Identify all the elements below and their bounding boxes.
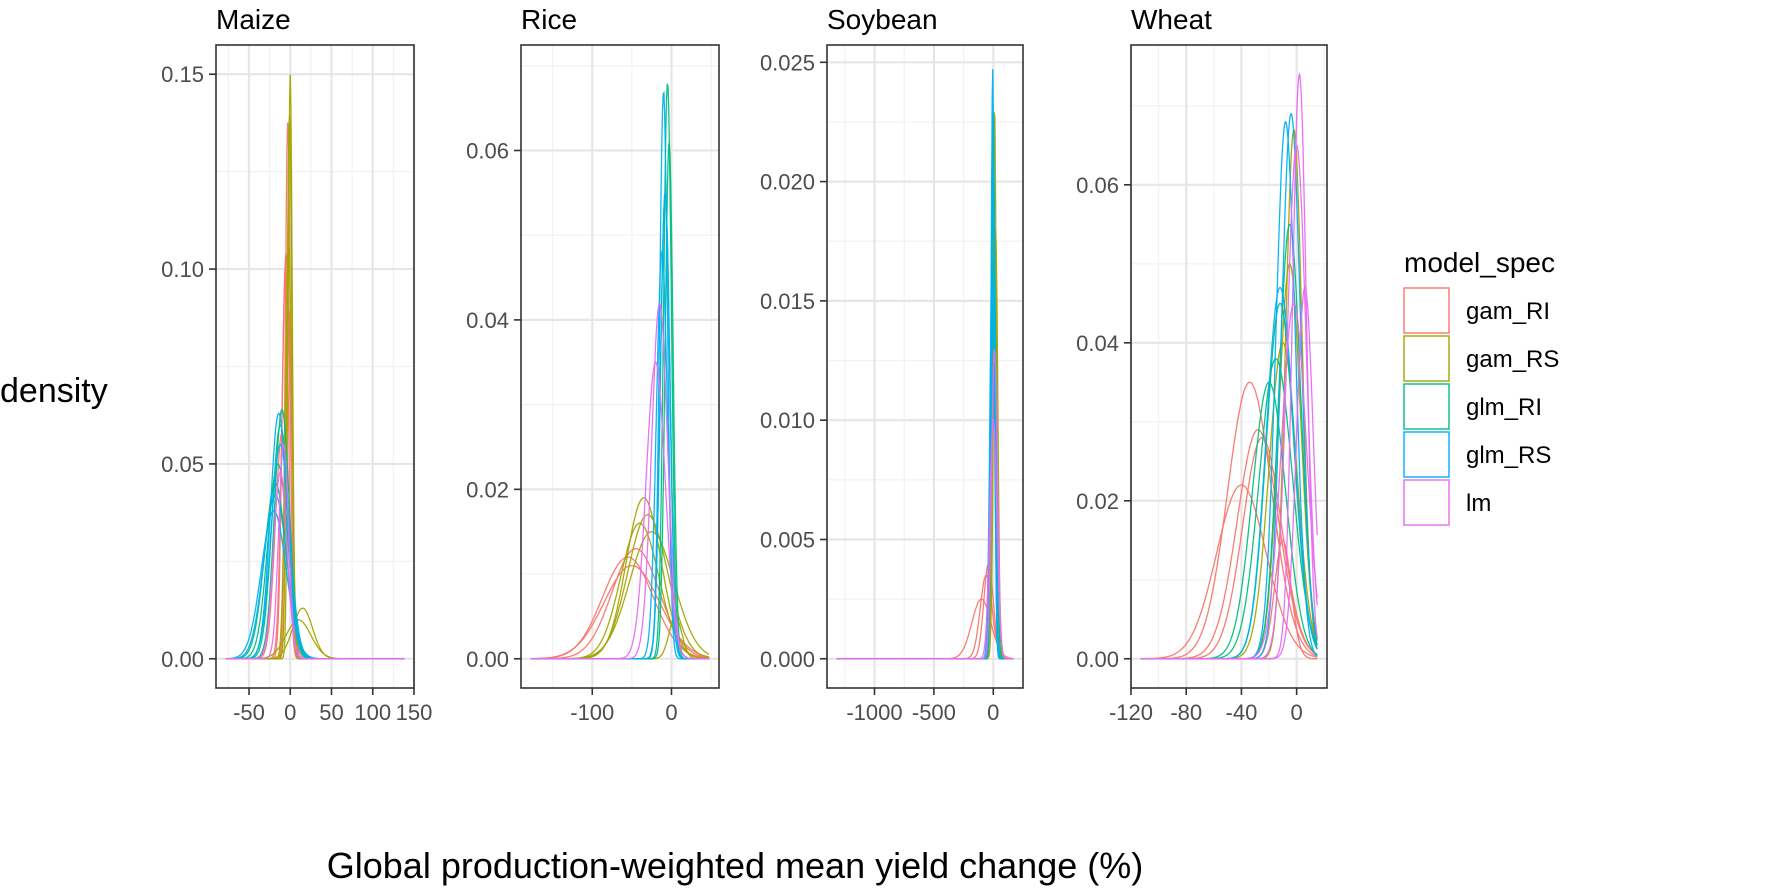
legend-key-gam-rs: gam_RS — [1403, 335, 1559, 382]
panel-title-wheat: Wheat — [1131, 4, 1212, 35]
panel-soybean: Soybean 0.000 0.005 0.010 0.015 0.020 0.025 -10… — [760, 4, 1024, 725]
legend-swatch — [1403, 383, 1450, 430]
y-tick-label: 0.005 — [760, 527, 815, 552]
legend-label: lm — [1466, 490, 1491, 517]
legend-key-glm-rs: glm_RS — [1403, 431, 1551, 478]
y-axis-label: density — [0, 372, 108, 410]
panel-rice: Rice 0.00 0.02 0.04 0.06 -100 0 — [466, 4, 720, 725]
y-tick-label: 0.06 — [1076, 173, 1119, 198]
panel-title-soybean: Soybean — [827, 4, 938, 35]
x-tick-label: -40 — [1226, 700, 1258, 725]
x-tick-label: -1000 — [846, 700, 902, 725]
density-curves — [225, 74, 405, 660]
y-tick-label: 0.00 — [466, 647, 509, 672]
density-curves — [1140, 72, 1318, 660]
density-curve-lm — [530, 361, 710, 660]
panel-title-maize: Maize — [216, 4, 291, 35]
y-tick-label: 0.02 — [466, 477, 509, 502]
y-tick-label: 0.15 — [161, 62, 204, 87]
x-tick-label: 0 — [1291, 700, 1303, 725]
y-tick-label: 0.00 — [161, 647, 204, 672]
y-tick-label: 0.04 — [466, 308, 509, 333]
x-tick-label: -100 — [570, 700, 614, 725]
legend-label: glm_RS — [1466, 442, 1551, 469]
panel-wheat: Wheat 0.00 0.02 0.04 0.06 -120 -80 -40 0 — [1076, 4, 1328, 725]
y-tick-label: 0.020 — [760, 170, 815, 195]
x-tick-label: -50 — [233, 700, 265, 725]
y-tick-label: 0.010 — [760, 408, 815, 433]
panel-border — [520, 44, 720, 689]
x-tick-label: 0 — [284, 700, 296, 725]
y-tick-label: 0.02 — [1076, 489, 1119, 514]
density-curve-lm — [225, 471, 405, 660]
panel-background — [521, 45, 719, 688]
legend-swatch — [1403, 335, 1450, 382]
legend-key-lm: lm — [1403, 479, 1491, 526]
density-curve-gam_RI — [1140, 484, 1318, 660]
legend-key-glm-ri: glm_RI — [1403, 383, 1542, 430]
panel-maize: Maize 0.00 0.05 0.10 0.15 -50 0 50 100 150 — [161, 4, 432, 725]
legend-label: gam_RI — [1466, 298, 1550, 325]
legend-label: gam_RS — [1466, 346, 1559, 373]
y-tick-label: 0.05 — [161, 452, 204, 477]
x-tick-label: -80 — [1170, 700, 1202, 725]
panel-border — [215, 44, 415, 689]
density-curve-lm — [1140, 302, 1318, 660]
legend-title: model_spec — [1404, 247, 1555, 278]
x-tick-label: -500 — [912, 700, 956, 725]
y-tick-label: 0.10 — [161, 257, 204, 282]
panel-border — [826, 44, 1024, 689]
legend-swatch — [1403, 431, 1450, 478]
x-tick-label: 0 — [665, 700, 677, 725]
y-tick-label: 0.06 — [466, 138, 509, 163]
x-tick-label: 100 — [354, 700, 391, 725]
x-tick-label: 50 — [319, 700, 343, 725]
density-curve-lm — [836, 418, 1014, 660]
panel-title-rice: Rice — [521, 4, 577, 35]
x-axis-label: Global production-weighted mean yield ch… — [327, 845, 1143, 886]
y-tick-label: 0.000 — [760, 647, 815, 672]
x-tick-label: 0 — [987, 700, 999, 725]
legend-swatch — [1403, 479, 1450, 526]
y-tick-label: 0.015 — [760, 289, 815, 314]
x-tick-label: 150 — [396, 700, 433, 725]
density-curves — [836, 69, 1014, 660]
legend-key-gam-ri: gam_RI — [1403, 287, 1550, 334]
y-tick-label: 0.025 — [760, 50, 815, 75]
legend-label: glm_RI — [1466, 394, 1542, 421]
y-tick-label: 0.04 — [1076, 331, 1119, 356]
panel-border — [1130, 44, 1328, 689]
legend-swatch — [1403, 287, 1450, 334]
y-tick-label: 0.00 — [1076, 647, 1119, 672]
x-tick-label: -120 — [1109, 700, 1153, 725]
density-curves — [530, 83, 710, 660]
